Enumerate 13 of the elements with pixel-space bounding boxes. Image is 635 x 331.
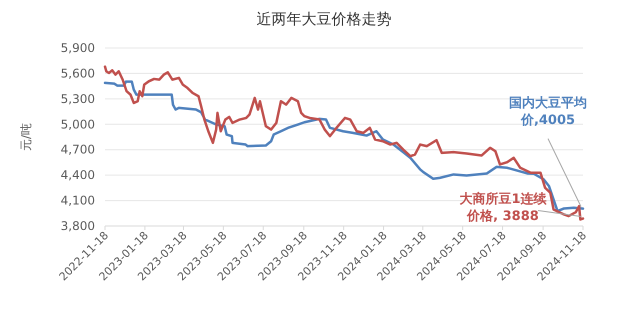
text: 国内大豆平均价,4005 bbox=[509, 94, 587, 129]
y-tick-label: 4,400 bbox=[60, 168, 95, 182]
chart-title: 近两年大豆价格走势 bbox=[256, 10, 392, 28]
y-tick-label: 3,800 bbox=[60, 219, 95, 233]
y-tick-label: 5,300 bbox=[60, 92, 95, 106]
y-tick-label: 5,600 bbox=[60, 66, 95, 80]
y-tick-label: 5,900 bbox=[60, 41, 95, 55]
series-label: 大商所豆1连续价格, 3888 bbox=[458, 190, 548, 225]
y-tick-label: 4,100 bbox=[60, 194, 95, 208]
y-tick-label: 5,000 bbox=[60, 117, 95, 132]
y-axis-title: 元/吨 bbox=[19, 122, 33, 152]
y-tick-label: 4,700 bbox=[60, 142, 95, 157]
line-series bbox=[104, 65, 584, 221]
